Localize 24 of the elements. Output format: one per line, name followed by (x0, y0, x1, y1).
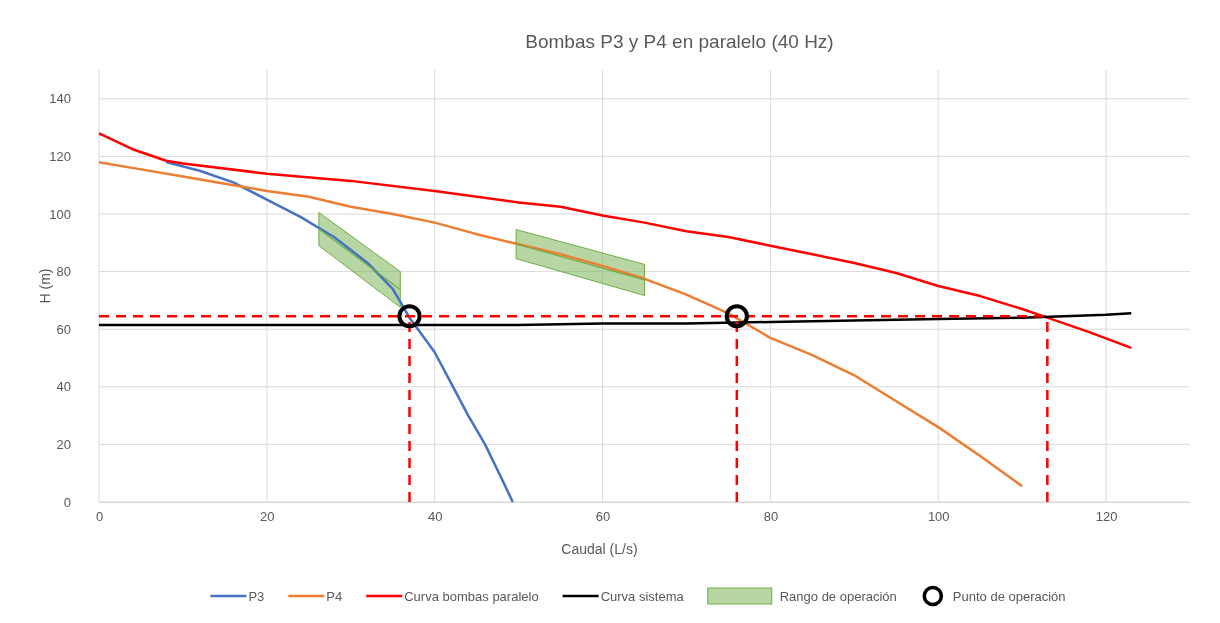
x-axis-title: Caudal (L/s) (561, 541, 638, 557)
y-tick-label: 100 (49, 206, 71, 222)
x-tick-label: 80 (763, 509, 779, 525)
y-tick-label: 80 (56, 264, 71, 280)
y-tick-label: 140 (49, 91, 71, 107)
x-tick-label: 60 (595, 509, 611, 525)
x-tick-label: 120 (1095, 509, 1118, 525)
y-tick-label: 120 (49, 149, 71, 165)
legend-label: P4 (326, 589, 343, 604)
legend-label: P3 (248, 589, 265, 604)
y-tick-label: 0 (63, 494, 71, 510)
legend-label: Punto de operación (952, 589, 1066, 604)
y-tick-label: 60 (56, 321, 71, 337)
x-tick-label: 40 (427, 509, 443, 525)
y-tick-label: 40 (56, 379, 71, 395)
x-tick-label: 20 (260, 509, 275, 525)
y-tick-label: 20 (56, 437, 71, 453)
x-tick-label: 0 (95, 509, 104, 525)
legend-label: Curva sistema (600, 589, 685, 604)
legend-label: Curva bombas paralelo (404, 589, 539, 604)
chart-title: Bombas P3 y P4 en paralelo (40 Hz) (525, 31, 834, 52)
y-axis-title: H (m) (37, 268, 53, 304)
legend-label: Rango de operación (779, 589, 897, 604)
x-tick-label: 100 (927, 509, 950, 525)
